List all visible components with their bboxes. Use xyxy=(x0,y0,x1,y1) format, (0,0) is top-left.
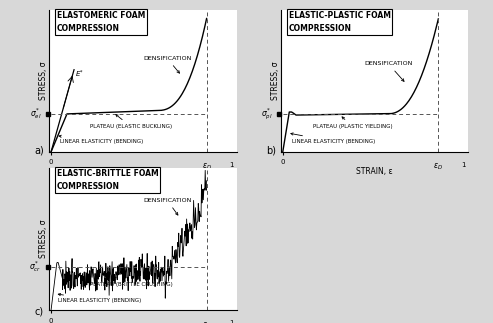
Text: c): c) xyxy=(35,307,44,317)
X-axis label: STRAIN, ε: STRAIN, ε xyxy=(125,167,161,176)
Text: LINEAR ELASTICITY (BENDING): LINEAR ELASTICITY (BENDING) xyxy=(291,133,375,144)
Text: LINEAR ELASTICITY (BENDING): LINEAR ELASTICITY (BENDING) xyxy=(58,294,141,303)
Text: 1: 1 xyxy=(461,162,465,168)
Text: ELASTIC-PLASTIC FOAM
COMPRESSION: ELASTIC-PLASTIC FOAM COMPRESSION xyxy=(288,11,390,33)
X-axis label: STRAIN, ε: STRAIN, ε xyxy=(356,167,393,176)
Text: $\sigma_{el}^{*}$: $\sigma_{el}^{*}$ xyxy=(30,107,41,121)
Text: 1: 1 xyxy=(229,320,234,323)
Text: $\varepsilon_D$: $\varepsilon_D$ xyxy=(202,162,211,172)
Text: ELASTIC-BRITTLE FOAM
COMPRESSION: ELASTIC-BRITTLE FOAM COMPRESSION xyxy=(57,169,159,191)
Text: $\varepsilon_D$: $\varepsilon_D$ xyxy=(433,162,443,172)
Text: PLATEAU (PLASTIC YIELDING): PLATEAU (PLASTIC YIELDING) xyxy=(313,117,392,129)
Text: b): b) xyxy=(266,145,276,155)
Y-axis label: STRESS, σ: STRESS, σ xyxy=(39,220,48,258)
Text: $\varepsilon_D$: $\varepsilon_D$ xyxy=(202,320,211,323)
Text: DENSIFICATION: DENSIFICATION xyxy=(143,56,191,73)
Text: DENSIFICATION: DENSIFICATION xyxy=(143,198,191,215)
Text: a): a) xyxy=(35,145,44,155)
Text: ELASTOMERIC FOAM
COMPRESSION: ELASTOMERIC FOAM COMPRESSION xyxy=(57,11,145,33)
Text: $\sigma_{cr}^{*}$: $\sigma_{cr}^{*}$ xyxy=(29,259,41,274)
Text: PLATEAU (ELASTIC BUCKLING): PLATEAU (ELASTIC BUCKLING) xyxy=(90,115,172,129)
Y-axis label: STRESS, σ: STRESS, σ xyxy=(39,61,48,100)
Text: LINEAR ELASTICITY (BENDING): LINEAR ELASTICITY (BENDING) xyxy=(59,135,143,144)
Y-axis label: STRESS, σ: STRESS, σ xyxy=(271,61,280,100)
Text: 1: 1 xyxy=(229,162,234,168)
Text: PLATEAU (BRITTLE CRUSHING): PLATEAU (BRITTLE CRUSHING) xyxy=(90,277,173,287)
Text: $\sigma_{pl}^{*}$: $\sigma_{pl}^{*}$ xyxy=(261,106,273,122)
Text: $E^{*}$: $E^{*}$ xyxy=(75,68,84,80)
Text: DENSIFICATION: DENSIFICATION xyxy=(364,61,413,81)
